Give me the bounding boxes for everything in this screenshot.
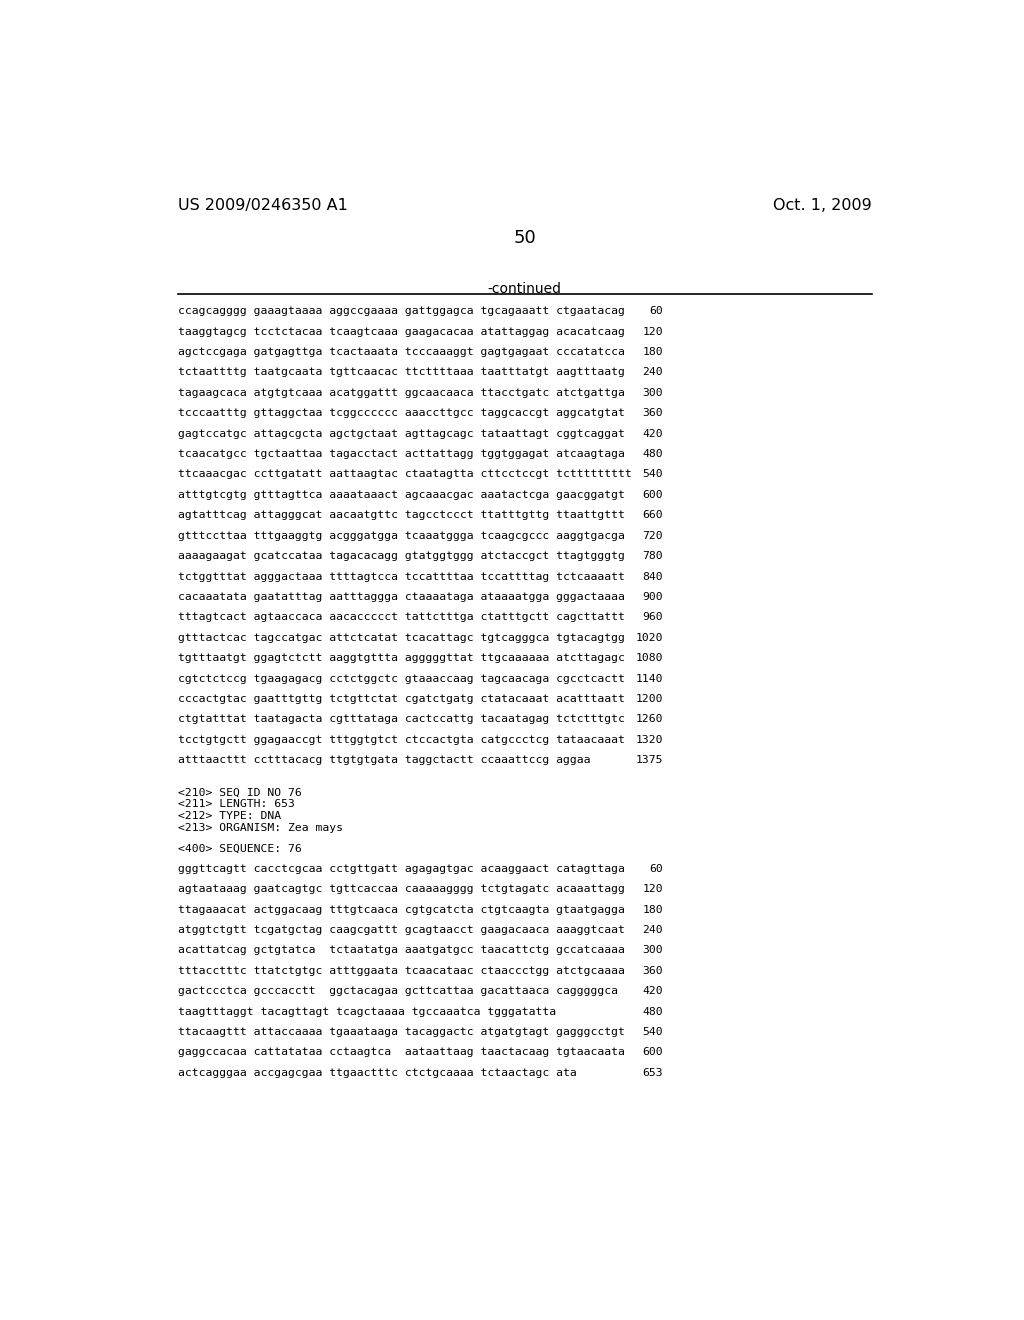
Text: actcagggaa accgagcgaa ttgaactttc ctctgcaaaa tctaactagc ata: actcagggaa accgagcgaa ttgaactttc ctctgca…	[178, 1068, 578, 1077]
Text: gtttactcac tagccatgac attctcatat tcacattagc tgtcagggca tgtacagtgg: gtttactcac tagccatgac attctcatat tcacatt…	[178, 632, 626, 643]
Text: tcaacatgcc tgctaattaa tagacctact acttattagg tggtggagat atcaagtaga: tcaacatgcc tgctaattaa tagacctact acttatt…	[178, 449, 626, 459]
Text: 960: 960	[642, 612, 663, 622]
Text: agctccgaga gatgagttga tcactaaata tcccaaaggt gagtgagaat cccatatcca: agctccgaga gatgagttga tcactaaata tcccaaa…	[178, 347, 626, 356]
Text: 420: 420	[642, 429, 663, 438]
Text: Oct. 1, 2009: Oct. 1, 2009	[773, 198, 872, 214]
Text: tttacctttc ttatctgtgc atttggaata tcaacataac ctaaccctgg atctgcaaaa: tttacctttc ttatctgtgc atttggaata tcaacat…	[178, 966, 626, 975]
Text: ttagaaacat actggacaag tttgtcaaca cgtgcatcta ctgtcaagta gtaatgagga: ttagaaacat actggacaag tttgtcaaca cgtgcat…	[178, 904, 626, 915]
Text: 1140: 1140	[635, 673, 663, 684]
Text: taaggtagcg tcctctacaa tcaagtcaaa gaagacacaa atattaggag acacatcaag: taaggtagcg tcctctacaa tcaagtcaaa gaagaca…	[178, 326, 626, 337]
Text: 360: 360	[642, 408, 663, 418]
Text: 1200: 1200	[635, 694, 663, 704]
Text: 600: 600	[642, 1047, 663, 1057]
Text: 653: 653	[642, 1068, 663, 1077]
Text: 660: 660	[642, 511, 663, 520]
Text: 360: 360	[642, 966, 663, 975]
Text: 480: 480	[642, 1007, 663, 1016]
Text: aaaagaagat gcatccataa tagacacagg gtatggtggg atctaccgct ttagtgggtg: aaaagaagat gcatccataa tagacacagg gtatggt…	[178, 552, 626, 561]
Text: cacaaatata gaatatttag aatttaggga ctaaaataga ataaaatgga gggactaaaa: cacaaatata gaatatttag aatttaggga ctaaaat…	[178, 591, 626, 602]
Text: 1375: 1375	[635, 755, 663, 766]
Text: ttcaaacgac ccttgatatt aattaagtac ctaatagtta cttcctccgt tcttttttttt: ttcaaacgac ccttgatatt aattaagtac ctaatag…	[178, 470, 632, 479]
Text: tctggtttat agggactaaa ttttagtcca tccattttaa tccattttag tctcaaaatt: tctggtttat agggactaaa ttttagtcca tccattt…	[178, 572, 626, 582]
Text: 1080: 1080	[635, 653, 663, 663]
Text: 180: 180	[642, 347, 663, 356]
Text: 1020: 1020	[635, 632, 663, 643]
Text: <400> SEQUENCE: 76: <400> SEQUENCE: 76	[178, 843, 302, 853]
Text: cgtctctccg tgaagagacg cctctggctc gtaaaccaag tagcaacaga cgcctcactt: cgtctctccg tgaagagacg cctctggctc gtaaacc…	[178, 673, 626, 684]
Text: atggtctgtt tcgatgctag caagcgattt gcagtaacct gaagacaaca aaaggtcaat: atggtctgtt tcgatgctag caagcgattt gcagtaa…	[178, 925, 626, 935]
Text: 780: 780	[642, 552, 663, 561]
Text: <213> ORGANISM: Zea mays: <213> ORGANISM: Zea mays	[178, 822, 343, 833]
Text: 60: 60	[649, 863, 663, 874]
Text: acattatcag gctgtatca  tctaatatga aaatgatgcc taacattctg gccatcaaaa: acattatcag gctgtatca tctaatatga aaatgatg…	[178, 945, 626, 956]
Text: tttagtcact agtaaccaca aacaccccct tattctttga ctatttgctt cagcttattt: tttagtcact agtaaccaca aacaccccct tattctt…	[178, 612, 626, 622]
Text: tcccaatttg gttaggctaa tcggcccccc aaaccttgcc taggcaccgt aggcatgtat: tcccaatttg gttaggctaa tcggcccccc aaacctt…	[178, 408, 626, 418]
Text: 1320: 1320	[635, 735, 663, 744]
Text: 540: 540	[642, 1027, 663, 1038]
Text: tgtttaatgt ggagtctctt aaggtgttta agggggttat ttgcaaaaaa atcttagagc: tgtttaatgt ggagtctctt aaggtgttta agggggt…	[178, 653, 626, 663]
Text: 840: 840	[642, 572, 663, 582]
Text: 540: 540	[642, 470, 663, 479]
Text: tcctgtgctt ggagaaccgt tttggtgtct ctccactgta catgccctcg tataacaaat: tcctgtgctt ggagaaccgt tttggtgtct ctccact…	[178, 735, 626, 744]
Text: gtttccttaa tttgaaggtg acgggatgga tcaaatggga tcaagcgccc aaggtgacga: gtttccttaa tttgaaggtg acgggatgga tcaaatg…	[178, 531, 626, 541]
Text: 300: 300	[642, 945, 663, 956]
Text: agtatttcag attagggcat aacaatgttc tagcctccct ttatttgttg ttaattgttt: agtatttcag attagggcat aacaatgttc tagcctc…	[178, 511, 626, 520]
Text: atttgtcgtg gtttagttca aaaataaact agcaaacgac aaatactcga gaacggatgt: atttgtcgtg gtttagttca aaaataaact agcaaac…	[178, 490, 626, 500]
Text: gggttcagtt cacctcgcaa cctgttgatt agagagtgac acaaggaact catagttaga: gggttcagtt cacctcgcaa cctgttgatt agagagt…	[178, 863, 626, 874]
Text: gagtccatgc attagcgcta agctgctaat agttagcagc tataattagt cggtcaggat: gagtccatgc attagcgcta agctgctaat agttagc…	[178, 429, 626, 438]
Text: 120: 120	[642, 884, 663, 894]
Text: <211> LENGTH: 653: <211> LENGTH: 653	[178, 800, 295, 809]
Text: tagaagcaca atgtgtcaaa acatggattt ggcaacaaca ttacctgatc atctgattga: tagaagcaca atgtgtcaaa acatggattt ggcaaca…	[178, 388, 626, 397]
Text: 60: 60	[649, 306, 663, 317]
Text: ttacaagttt attaccaaaa tgaaataaga tacaggactc atgatgtagt gagggcctgt: ttacaagttt attaccaaaa tgaaataaga tacagga…	[178, 1027, 626, 1038]
Text: agtaataaag gaatcagtgc tgttcaccaa caaaaagggg tctgtagatc acaaattagg: agtaataaag gaatcagtgc tgttcaccaa caaaaag…	[178, 884, 626, 894]
Text: 420: 420	[642, 986, 663, 997]
Text: 240: 240	[642, 925, 663, 935]
Text: 120: 120	[642, 326, 663, 337]
Text: 180: 180	[642, 904, 663, 915]
Text: 50: 50	[513, 230, 537, 247]
Text: tctaattttg taatgcaata tgttcaacac ttcttttaaa taatttatgt aagtttaatg: tctaattttg taatgcaata tgttcaacac ttctttt…	[178, 367, 626, 378]
Text: atttaacttt cctttacacg ttgtgtgata taggctactt ccaaattccg aggaa: atttaacttt cctttacacg ttgtgtgata taggcta…	[178, 755, 591, 766]
Text: 600: 600	[642, 490, 663, 500]
Text: 300: 300	[642, 388, 663, 397]
Text: taagtttaggt tacagttagt tcagctaaaa tgccaaatca tgggatatta: taagtttaggt tacagttagt tcagctaaaa tgccaa…	[178, 1007, 556, 1016]
Text: cccactgtac gaatttgttg tctgttctat cgatctgatg ctatacaaat acatttaatt: cccactgtac gaatttgttg tctgttctat cgatctg…	[178, 694, 626, 704]
Text: 480: 480	[642, 449, 663, 459]
Text: 1260: 1260	[635, 714, 663, 725]
Text: 240: 240	[642, 367, 663, 378]
Text: ctgtatttat taatagacta cgtttataga cactccattg tacaatagag tctctttgtc: ctgtatttat taatagacta cgtttataga cactcca…	[178, 714, 626, 725]
Text: 900: 900	[642, 591, 663, 602]
Text: <210> SEQ ID NO 76: <210> SEQ ID NO 76	[178, 788, 302, 797]
Text: ccagcagggg gaaagtaaaa aggccgaaaa gattggagca tgcagaaatt ctgaatacag: ccagcagggg gaaagtaaaa aggccgaaaa gattgga…	[178, 306, 626, 317]
Text: -continued: -continued	[487, 281, 562, 296]
Text: US 2009/0246350 A1: US 2009/0246350 A1	[178, 198, 348, 214]
Text: gaggccacaa cattatataa cctaagtca  aataattaag taactacaag tgtaacaata: gaggccacaa cattatataa cctaagtca aataatta…	[178, 1047, 626, 1057]
Text: <212> TYPE: DNA: <212> TYPE: DNA	[178, 810, 282, 821]
Text: 720: 720	[642, 531, 663, 541]
Text: gactccctca gcccacctt  ggctacagaa gcttcattaa gacattaaca cagggggca: gactccctca gcccacctt ggctacagaa gcttcatt…	[178, 986, 618, 997]
